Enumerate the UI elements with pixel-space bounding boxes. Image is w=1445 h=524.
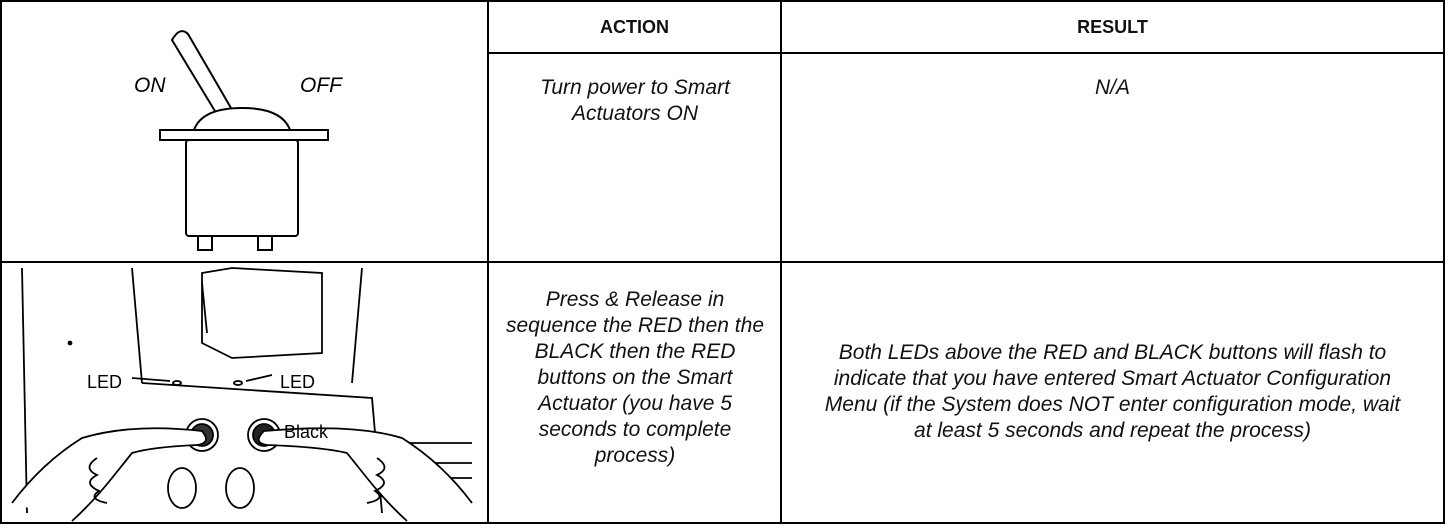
border — [487, 52, 1445, 54]
label-led: LED — [87, 372, 122, 392]
result-text: Both LEDs above the RED and BLACK button… — [824, 341, 1401, 442]
border — [0, 0, 1445, 2]
label-on: ON — [134, 74, 166, 97]
label-led: LED — [280, 372, 315, 392]
border — [0, 522, 1445, 524]
result-text: N/A — [1094, 76, 1130, 99]
panel-illustration: LED LED Black — [11, 267, 473, 522]
action-text: Turn power to Smart Actuators ON — [540, 76, 730, 125]
header-action: ACTION — [600, 16, 669, 37]
border — [0, 261, 1445, 263]
action-text: Press & Release in sequence the RED then… — [505, 288, 764, 467]
label-off: OFF — [300, 74, 343, 97]
label-button: Black — [284, 422, 329, 442]
switch-illustration: ON OFF — [134, 30, 343, 251]
header-result: RESULT — [1077, 16, 1148, 37]
